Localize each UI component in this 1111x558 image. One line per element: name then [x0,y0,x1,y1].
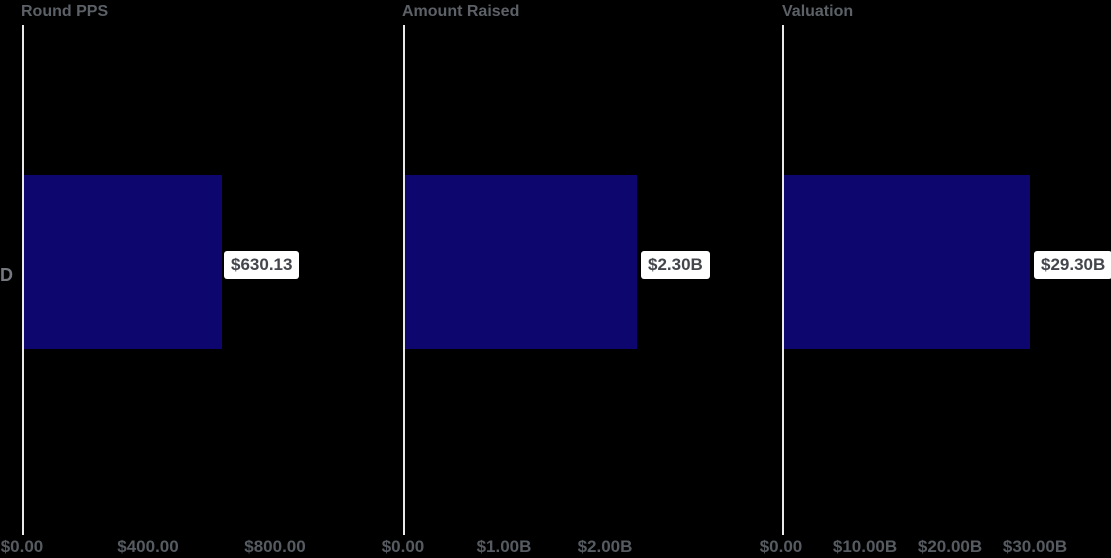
chart-title: Amount Raised [402,3,520,20]
bar-round-pps[interactable] [24,175,222,349]
x-tick-label: $800.00 [244,537,306,556]
y-axis-line [782,25,784,535]
value-label: $2.30B [641,251,710,279]
x-tick-label: $400.00 [117,537,179,556]
y-axis-line [22,25,24,535]
value-label: $630.13 [224,251,300,279]
bar-amount-raised[interactable] [405,175,637,349]
y-axis-line [403,25,405,535]
chart-title: Round PPS [21,3,109,20]
chart-title: Valuation [782,3,854,20]
x-tick-label: $20.00B [917,537,983,556]
x-tick-label: $1.00B [476,537,532,556]
x-tick-label: $30.00B [1002,537,1068,556]
bar-valuation[interactable] [784,175,1030,349]
x-tick-label: $10.00B [832,537,898,556]
x-tick-label: $2.00B [577,537,633,556]
x-tick-label: $0.00 [0,537,44,556]
x-tick-label: $0.00 [759,537,803,556]
value-label: $29.30B [1034,251,1111,279]
x-tick-label: $0.00 [381,537,425,556]
category-label: D [0,265,13,285]
